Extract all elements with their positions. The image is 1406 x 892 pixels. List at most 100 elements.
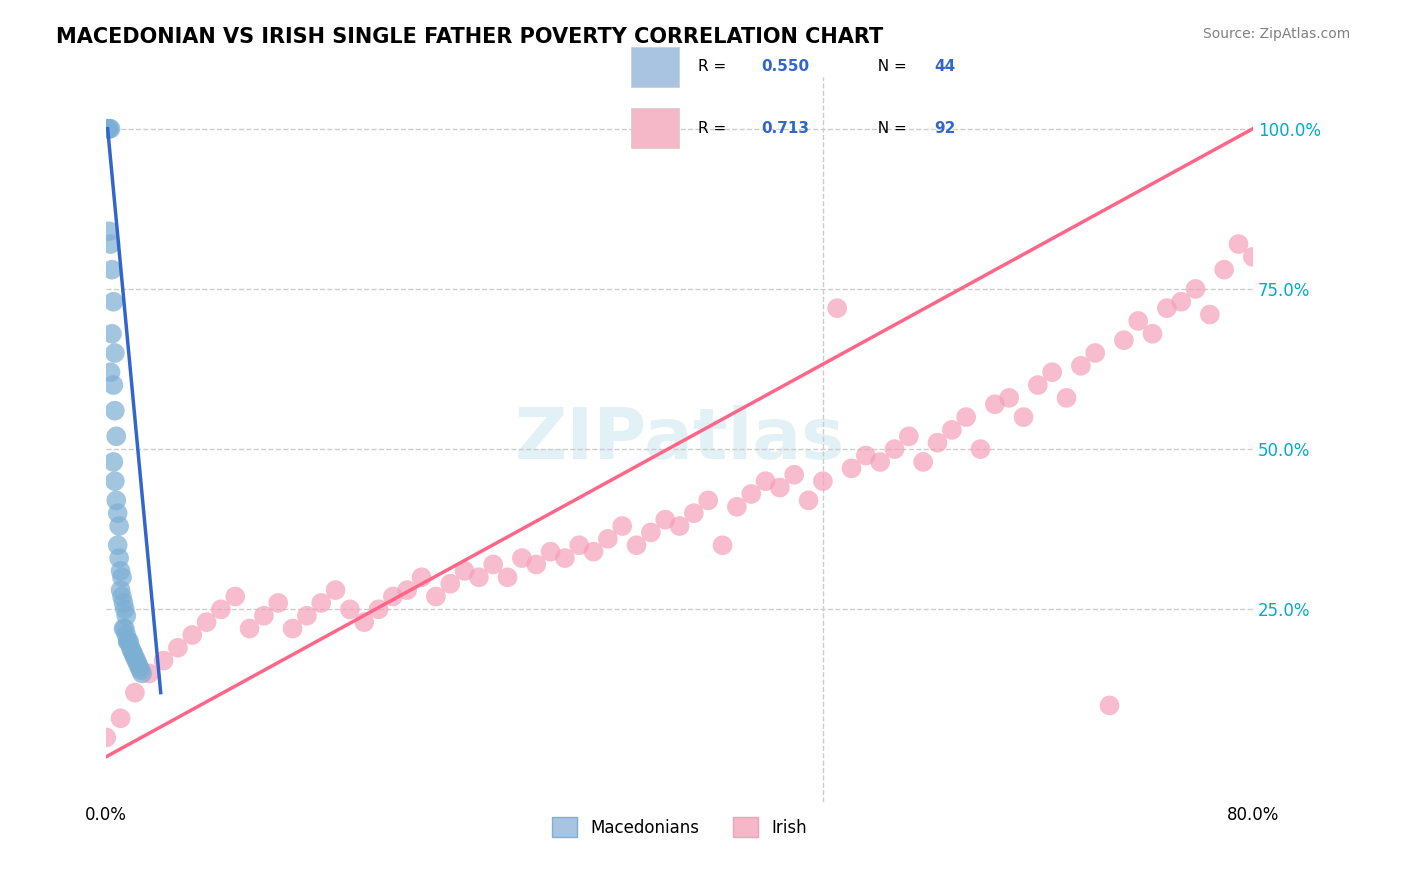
Point [115,608,138,623]
Point [1112,333,1135,347]
Point [1313,186,1336,200]
Point [103,294,125,309]
Point [120,640,142,655]
Point [1070,359,1092,373]
Point [1270,218,1292,232]
Point [1142,326,1164,341]
Point [1327,173,1350,187]
Point [640,525,662,540]
Point [127,657,149,671]
Point [104,474,127,488]
Point [1040,365,1063,379]
Point [253,608,276,623]
Text: 92: 92 [935,120,956,136]
Point [984,397,1007,411]
Point [1385,141,1406,155]
Legend: Macedonians, Irish: Macedonians, Irish [546,810,814,844]
Point [1170,294,1192,309]
Point [1285,198,1308,212]
Point [110,564,132,578]
Text: N =: N = [868,59,911,74]
Point [112,622,135,636]
Point [1012,410,1035,425]
Point [110,583,132,598]
Point [425,590,447,604]
Point [612,519,634,533]
Point [97,121,120,136]
Point [855,449,877,463]
Point [1371,160,1393,174]
Point [100,121,122,136]
Point [381,590,404,604]
Point [111,570,134,584]
Text: 44: 44 [935,59,956,74]
Text: 0.713: 0.713 [761,120,810,136]
Point [683,506,706,520]
Point [167,640,190,655]
Point [105,493,128,508]
Point [103,455,125,469]
Point [912,455,935,469]
Point [769,481,792,495]
Point [797,493,820,508]
Text: N =: N = [868,120,911,136]
Point [131,666,153,681]
Point [841,461,863,475]
Point [740,487,762,501]
Point [1056,391,1078,405]
Point [897,429,920,443]
Point [1098,698,1121,713]
Point [754,474,776,488]
Text: ZIPatlas: ZIPatlas [515,405,845,474]
Point [453,564,475,578]
Point [121,644,143,658]
Point [353,615,375,629]
Point [122,647,145,661]
Point [482,558,505,572]
Point [1399,121,1406,136]
Point [267,596,290,610]
Point [101,262,124,277]
Point [524,558,547,572]
Point [325,583,347,598]
Point [98,224,121,238]
Point [118,634,141,648]
Point [295,608,318,623]
Point [411,570,433,584]
Point [396,583,419,598]
Point [101,326,124,341]
Point [107,538,129,552]
Point [1084,346,1107,360]
Point [96,731,118,745]
Point [112,596,135,610]
Point [697,493,720,508]
FancyBboxPatch shape [631,46,679,87]
Point [117,634,139,648]
Point [554,551,576,566]
Point [1026,378,1049,392]
Point [97,121,120,136]
Point [568,538,591,552]
Point [811,474,834,488]
Point [540,544,562,558]
Point [510,551,533,566]
Point [1184,282,1206,296]
Point [1357,179,1379,194]
Point [582,544,605,558]
Point [138,666,160,681]
Point [124,650,146,665]
Point [124,685,146,699]
Point [181,628,204,642]
Point [1341,198,1364,212]
Point [115,628,138,642]
Point [117,634,139,648]
Point [110,711,132,725]
Point [969,442,991,456]
Point [1241,250,1264,264]
Point [339,602,361,616]
Text: Source: ZipAtlas.com: Source: ZipAtlas.com [1202,27,1350,41]
Point [955,410,977,425]
Point [496,570,519,584]
Point [1128,314,1150,328]
Point [152,654,174,668]
